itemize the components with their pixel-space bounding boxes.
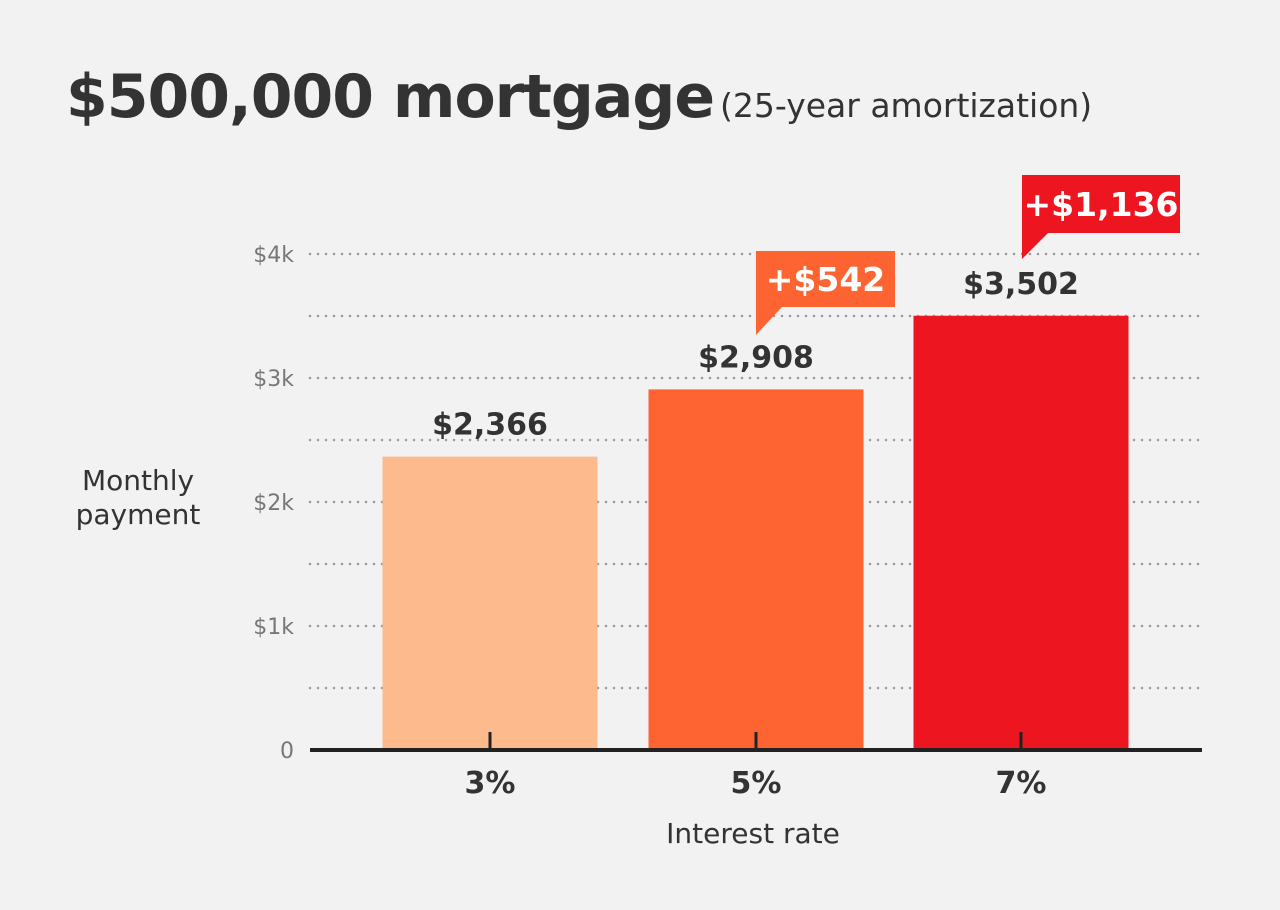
title-main: $500,000 mortgage	[66, 62, 715, 132]
y-tick-label: $4k	[253, 243, 294, 268]
title-sub: (25-year amortization)	[720, 86, 1093, 125]
y-tick-label: 0	[280, 739, 294, 764]
callout-bubble	[756, 251, 895, 335]
y-axis-label: Monthly	[82, 464, 194, 497]
callout-label: +$542	[766, 260, 886, 299]
x-tick-label: 3%	[465, 766, 516, 801]
bar-3%	[382, 456, 598, 750]
callout-bubble	[1022, 175, 1180, 259]
bar-value-label: $3,502	[963, 267, 1079, 302]
x-axis-label: Interest rate	[666, 817, 840, 850]
callout-label: +$1,136	[1024, 185, 1179, 224]
bar-7%	[913, 315, 1129, 750]
y-tick-label: $2k	[253, 491, 294, 516]
y-tick-label: $1k	[253, 615, 294, 640]
bar-value-label: $2,366	[432, 408, 548, 443]
y-axis-label: payment	[76, 498, 201, 531]
bar-5%	[648, 389, 864, 750]
chart-title: $500,000 mortgage (25-year amortization)	[66, 62, 1092, 132]
y-tick-label: $3k	[253, 367, 294, 392]
x-tick-label: 5%	[731, 766, 782, 801]
bar-value-label: $2,908	[698, 340, 814, 375]
x-tick-label: 7%	[996, 766, 1047, 801]
